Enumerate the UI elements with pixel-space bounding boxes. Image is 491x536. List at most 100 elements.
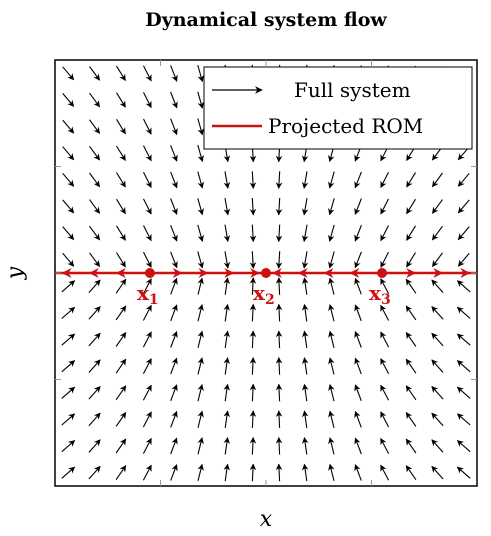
field-arrow (275, 171, 283, 189)
field-arrow (143, 118, 152, 135)
field-arrow (275, 463, 283, 482)
field-arrow (249, 224, 257, 243)
field-arrow (142, 411, 152, 428)
field-arrow (170, 118, 178, 136)
legend-label-projected-rom: Projected ROM (268, 114, 423, 138)
field-arrow (142, 437, 152, 454)
field-arrow (275, 436, 283, 455)
field-arrow (170, 224, 178, 242)
field-arrow (223, 303, 231, 322)
field-arrow (88, 439, 101, 453)
field-arrow (249, 357, 257, 375)
field-arrow (115, 358, 127, 374)
field-arrow (170, 437, 178, 455)
field-arrow (142, 464, 152, 481)
field-arrow (456, 413, 471, 426)
field-arrow (197, 410, 204, 428)
field-arrow (301, 410, 309, 428)
field-arrow (142, 278, 152, 295)
field-arrow (115, 385, 127, 401)
field-arrow (62, 146, 75, 161)
field-arrow (354, 304, 362, 322)
field-arrow (301, 357, 309, 375)
field-arrow (275, 383, 283, 402)
field-arrow (89, 225, 101, 241)
field-arrow (456, 306, 471, 319)
field-arrow (249, 410, 257, 428)
field-arrow (223, 224, 231, 243)
field-arrow (197, 330, 204, 348)
fixed-point-label: x3 (369, 281, 391, 308)
field-arrow (457, 172, 470, 187)
field-arrow (328, 330, 335, 348)
field-arrow (170, 91, 178, 109)
field-arrow (197, 171, 204, 189)
field-arrow (61, 280, 76, 293)
field-arrow (380, 437, 390, 454)
field-arrow (223, 410, 231, 428)
field-arrow (431, 465, 444, 480)
field-arrow (170, 171, 178, 189)
field-arrow (170, 65, 178, 82)
field-arrow (405, 465, 417, 481)
field-arrow (275, 303, 283, 322)
field-arrow (61, 440, 76, 453)
field-arrow (301, 277, 309, 295)
field-arrow (223, 277, 231, 295)
field-arrow (197, 383, 204, 402)
field-arrow (301, 224, 309, 243)
field-arrow (249, 171, 257, 189)
field-arrow (115, 305, 127, 321)
field-arrow (456, 440, 471, 453)
field-arrow (457, 199, 470, 214)
field-arrow (223, 251, 231, 269)
field-arrow (328, 304, 335, 322)
field-arrow (115, 438, 127, 454)
field-arrow (142, 358, 152, 374)
field-arrow (354, 464, 362, 481)
field-arrow (354, 384, 362, 401)
field-arrow (142, 384, 152, 401)
field-arrow (275, 330, 283, 349)
field-arrow (405, 278, 417, 294)
field-arrow (275, 224, 283, 243)
field-arrow (170, 464, 178, 481)
field-arrow (62, 252, 75, 267)
field-arrow (405, 358, 417, 374)
field-arrow (142, 304, 152, 321)
field-arrow (170, 145, 178, 162)
field-arrow (88, 386, 101, 400)
field-arrow (380, 171, 389, 188)
field-arrow (197, 357, 204, 375)
field-arrow (197, 437, 204, 455)
field-arrow (89, 119, 101, 134)
field-arrow (223, 357, 231, 375)
legend-box (203, 66, 473, 150)
fixed-point-marker (377, 268, 388, 278)
field-arrow (143, 145, 152, 162)
axis-ticks (55, 60, 477, 486)
field-arrow (354, 171, 362, 189)
field-arrow (380, 304, 390, 321)
field-arrow (223, 463, 231, 482)
field-arrow (328, 357, 335, 375)
field-arrow (62, 119, 75, 134)
field-arrow (223, 330, 231, 349)
field-arrow (62, 66, 75, 81)
field-arrow (405, 438, 417, 454)
field-arrow (431, 279, 444, 293)
field-arrow (354, 198, 362, 215)
field-arrow (328, 224, 335, 242)
field-arrow (89, 252, 101, 268)
field-arrow (143, 198, 152, 215)
field-arrow (380, 384, 390, 401)
field-arrow (456, 280, 471, 293)
field-arrow (431, 252, 443, 268)
field-arrow (170, 330, 178, 348)
field-arrow (88, 465, 101, 480)
field-arrow (249, 330, 257, 349)
field-arrow (456, 360, 471, 373)
y-axis-label: y (3, 266, 28, 280)
field-arrow (275, 197, 283, 216)
field-arrow (89, 172, 101, 188)
